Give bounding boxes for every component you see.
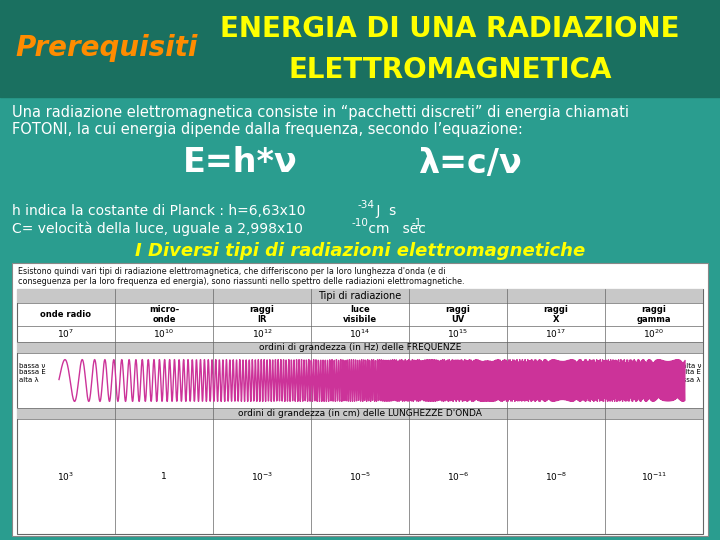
Text: conseguenza per la loro frequenza ed energia), sono riassunti nello spettro dell: conseguenza per la loro frequenza ed ene…: [18, 277, 464, 286]
Text: 1: 1: [161, 472, 167, 481]
Text: 10$^{-8}$: 10$^{-8}$: [545, 470, 567, 483]
Text: ELETTROMAGNETICA: ELETTROMAGNETICA: [288, 56, 612, 84]
Text: C= velocità della luce, uguale a 2,998x10: C= velocità della luce, uguale a 2,998x1…: [12, 222, 303, 237]
Text: bassa ν
bassa E
alta λ: bassa ν bassa E alta λ: [19, 362, 46, 382]
Text: micro-
onde: micro- onde: [149, 305, 179, 324]
Text: 10$^{-5}$: 10$^{-5}$: [349, 470, 371, 483]
Bar: [17, 289, 703, 534]
Text: 10$^{17}$: 10$^{17}$: [546, 328, 567, 340]
Text: -1: -1: [412, 218, 423, 228]
Text: h indica la costante di Planck : h=6,63x10: h indica la costante di Planck : h=6,63x…: [12, 204, 305, 218]
Text: FOTONI, la cui energia dipende dalla frequenza, secondo l’equazione:: FOTONI, la cui energia dipende dalla fre…: [12, 122, 523, 137]
Bar: [17, 289, 703, 303]
Text: 10$^7$: 10$^7$: [58, 328, 74, 340]
Text: 10$^{15}$: 10$^{15}$: [448, 328, 469, 340]
Text: raggi
X: raggi X: [544, 305, 568, 324]
Text: Esistono quindi vari tipi di radiazione elettromagnetica, che differiscono per l: Esistono quindi vari tipi di radiazione …: [18, 267, 446, 276]
Text: 10$^3$: 10$^3$: [58, 470, 74, 483]
Text: Tipi di radiazione: Tipi di radiazione: [318, 291, 402, 301]
Text: -34: -34: [358, 200, 375, 210]
Text: 10$^{14}$: 10$^{14}$: [349, 328, 371, 340]
Text: ENERGIA DI UNA RADIAZIONE: ENERGIA DI UNA RADIAZIONE: [220, 15, 680, 43]
Text: luce
visibile: luce visibile: [343, 305, 377, 324]
Bar: [17, 342, 703, 353]
Text: 10$^{-6}$: 10$^{-6}$: [446, 470, 469, 483]
Bar: [17, 408, 703, 419]
Text: alta ν
alta E
bassa λ: alta ν alta E bassa λ: [675, 362, 701, 382]
Text: 10$^{10}$: 10$^{10}$: [153, 328, 174, 340]
Bar: [0, 0, 720, 97]
Text: 10$^{-11}$: 10$^{-11}$: [641, 470, 667, 483]
Text: 10$^{20}$: 10$^{20}$: [644, 328, 665, 340]
Text: E=h*ν: E=h*ν: [183, 146, 297, 179]
Text: 10$^{-3}$: 10$^{-3}$: [251, 470, 273, 483]
Text: I Diversi tipi di radiazioni elettromagnetiche: I Diversi tipi di radiazioni elettromagn…: [135, 242, 585, 260]
Text: ordini di grandezza (in Hz) delle FREQUENZE: ordini di grandezza (in Hz) delle FREQUE…: [258, 343, 462, 352]
Text: -10: -10: [351, 218, 368, 228]
Text: onde radio: onde radio: [40, 310, 91, 319]
Text: raggi
UV: raggi UV: [446, 305, 470, 324]
Text: 10$^{12}$: 10$^{12}$: [251, 328, 272, 340]
Text: λ=c/ν: λ=c/ν: [418, 146, 522, 179]
Text: Una radiazione elettromagnetica consiste in “pacchetti discreti” di energia chia: Una radiazione elettromagnetica consiste…: [12, 105, 629, 120]
Text: ordini di grandezza (in cm) delle LUNGHEZZE D'ONDA: ordini di grandezza (in cm) delle LUNGHE…: [238, 409, 482, 418]
Text: raggi
IR: raggi IR: [250, 305, 274, 324]
Text: raggi
gamma: raggi gamma: [636, 305, 671, 324]
Text: J  s: J s: [372, 204, 396, 218]
Bar: [12, 263, 708, 536]
Text: cm   sec: cm sec: [364, 222, 426, 236]
Text: Prerequisiti: Prerequisiti: [15, 35, 197, 63]
